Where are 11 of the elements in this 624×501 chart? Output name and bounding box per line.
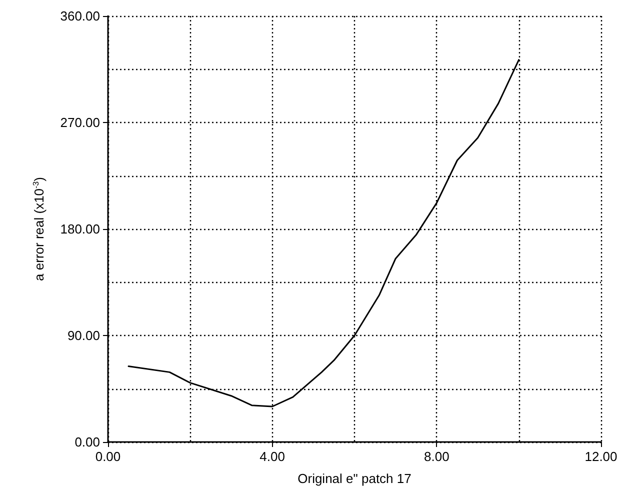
- y-tick-label: 180.00: [60, 222, 100, 236]
- y-axis-title: a error real (x10-3): [32, 177, 46, 281]
- y-tick-label: 270.00: [60, 115, 100, 130]
- x-tick-label: 12.00: [584, 449, 618, 464]
- x-tick-label: 8.00: [424, 449, 450, 464]
- y-tick-label: 90.00: [67, 328, 100, 343]
- x-axis-title: Original e" patch 17: [298, 471, 412, 486]
- y-tick-label: 0.00: [74, 434, 100, 450]
- x-tick-label: 4.00: [260, 449, 285, 464]
- x-tick-label: 0.00: [95, 449, 121, 464]
- y-tick-label: 360.00: [60, 8, 100, 24]
